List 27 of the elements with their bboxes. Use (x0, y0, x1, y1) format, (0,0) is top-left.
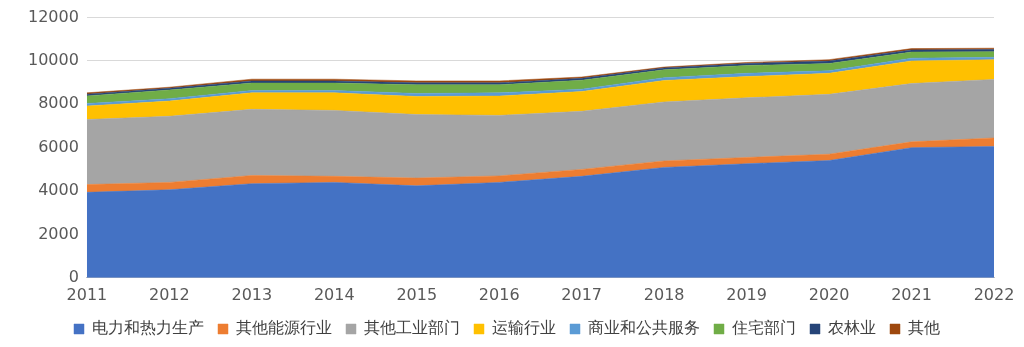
y-tick-label: 0 (68, 266, 79, 286)
legend-label: 其他工业部门 (364, 318, 460, 338)
x-tick-label: 2017 (561, 284, 603, 304)
legend-label: 住宅部门 (731, 318, 796, 338)
y-tick-label: 4000 (38, 180, 79, 200)
x-tick-label: 2021 (891, 284, 932, 304)
x-tick-label: 2018 (643, 284, 685, 304)
x-tick-label: 2015 (396, 284, 438, 304)
y-tick-label: 10000 (27, 50, 79, 70)
y-tick-label: 6000 (38, 136, 79, 156)
legend-label: 其他 (908, 318, 940, 338)
legend-label: 农林业 (828, 318, 876, 338)
x-tick-label: 2014 (313, 284, 355, 304)
y-tick-label: 2000 (38, 223, 79, 243)
x-tick-label: 2022 (973, 284, 1015, 304)
y-tick-label: 12000 (27, 6, 79, 26)
x-tick-label: 2013 (231, 284, 273, 304)
legend-label: 运输行业 (492, 318, 556, 338)
x-tick-label: 2016 (478, 284, 520, 304)
x-tick-label: 2019 (726, 284, 767, 304)
x-tick-label: 2020 (808, 284, 850, 304)
legend-label: 其他能源行业 (236, 318, 332, 338)
x-tick-label: 2011 (66, 284, 108, 304)
legend-label: 电力和热力生产 (92, 318, 204, 338)
legend-label: 商业和公共服务 (588, 318, 700, 338)
y-tick-label: 8000 (38, 93, 79, 113)
x-tick-label: 2012 (149, 284, 190, 304)
